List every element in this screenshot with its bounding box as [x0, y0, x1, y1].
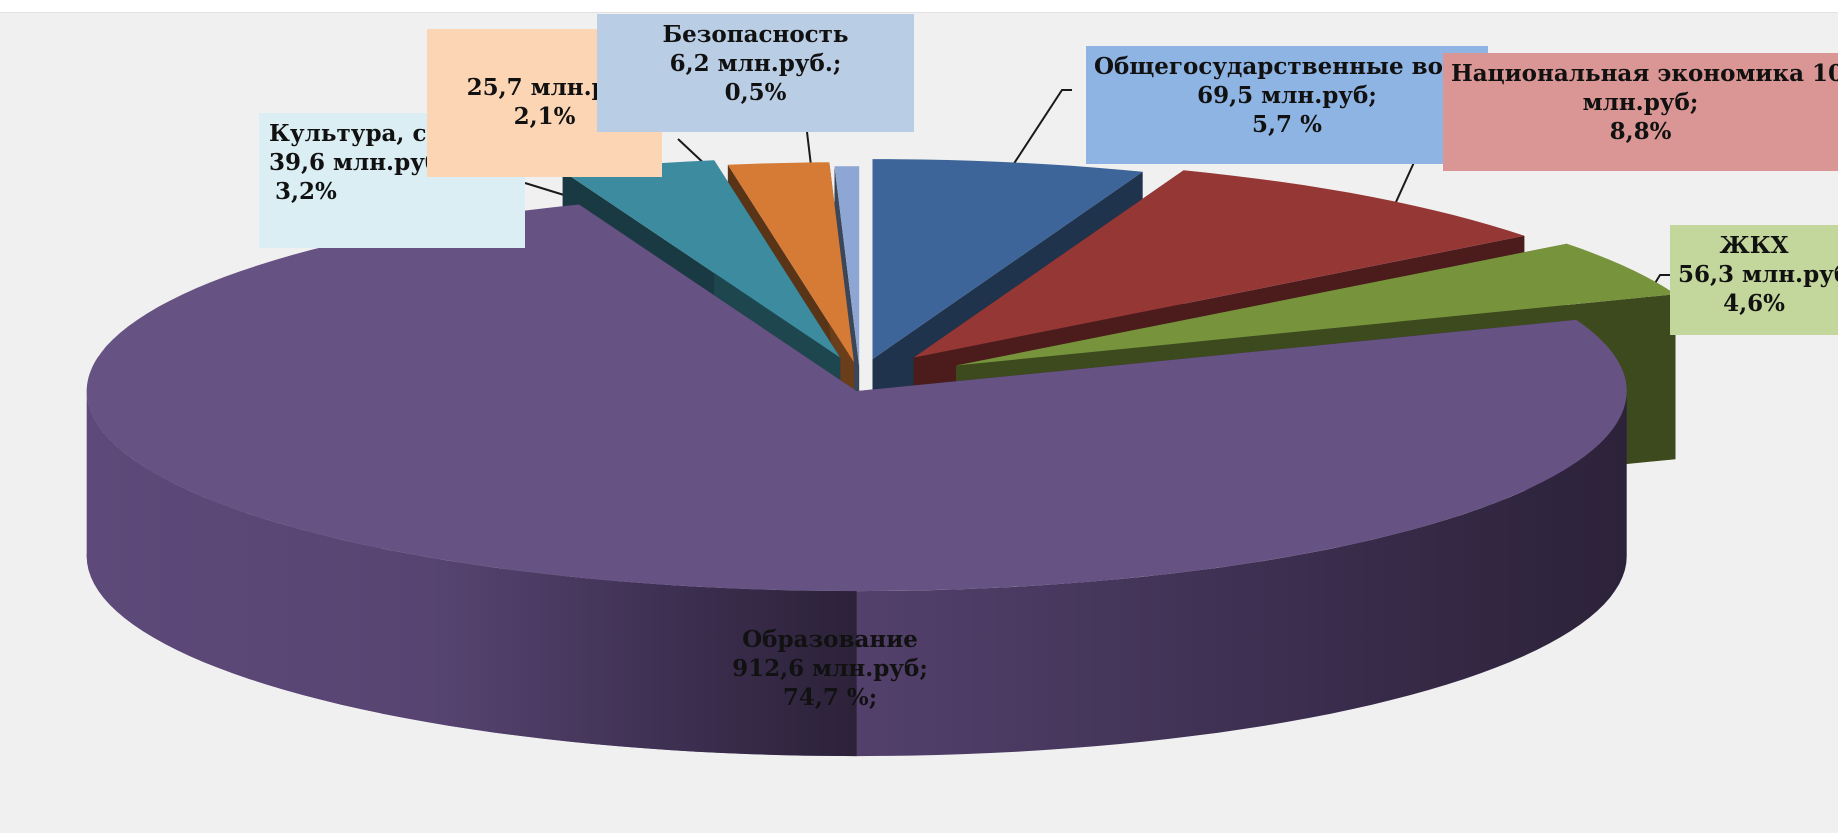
pie-slices [86, 159, 1676, 757]
label-obshchegos-name: Общегосударственные вопро [1094, 53, 1488, 80]
label-nats-ekonomika-name: Национальная экономика 108,1 [1451, 60, 1838, 87]
slice-zhkkh-top [956, 243, 1676, 366]
label-obshchegos-value: 69,5 млн.руб; [1197, 82, 1377, 109]
label-bezopasnost-value: 6,2 млн.руб.; [669, 50, 842, 77]
pie-chart [86, 89, 1676, 757]
label-kultura-value: 39,6 млн.руб; [269, 149, 449, 176]
slice-kultura-top [562, 160, 841, 358]
slice-obrazovanie-outer-wall-left [86, 356, 857, 757]
label-zhkkh-value: 56,3 млн.руб; [1678, 261, 1838, 288]
label-nats-ekonomika-value: млн.руб; [1582, 89, 1699, 116]
chart-area: Общегосударственные вопро 69,5 млн.руб; … [0, 12, 1838, 833]
label-zhkkh: ЖКХ 56,3 млн.руб; 4,6% [1670, 225, 1838, 335]
label-bezopasnost-percent: 0,5% [724, 79, 787, 106]
slice-obrazovanie-top [86, 204, 1627, 591]
label-slice-25-7-percent: 2,1% [513, 103, 576, 130]
label-obshchegos: Общегосударственные вопро 69,5 млн.руб; … [1086, 46, 1488, 164]
label-zhkkh-percent: 4,6% [1723, 290, 1785, 317]
label-obrazovanie-value: 912,6 млн.руб; [732, 655, 928, 682]
slice-bezopasnost-top [834, 166, 860, 367]
label-slice-25-7-value: 25,7 млн.ру [466, 74, 623, 101]
slice-obshchegos-top [872, 159, 1143, 360]
leader-obshchegos [995, 89, 1072, 192]
label-kultura-name: Культура, сп [269, 120, 444, 147]
slice-other-top [727, 162, 854, 363]
slice-nats-ekonomika-top [913, 170, 1525, 358]
label-zhkkh-name: ЖКХ [1719, 232, 1789, 259]
label-bezopasnost: Безопасность 6,2 млн.руб.; 0,5% [597, 14, 914, 132]
label-obshchegos-percent: 5,7 % [1252, 111, 1322, 138]
label-nats-ekonomika: Национальная экономика 108,1 млн.руб; 8,… [1443, 53, 1838, 171]
label-bezopasnost-name: Безопасность [662, 21, 849, 48]
label-nats-ekonomika-percent: 8,8% [1609, 118, 1672, 145]
label-obrazovanie-name: Образование [742, 626, 918, 653]
label-obrazovanie: Образование 912,6 млн.руб; 74,7 %; [700, 619, 960, 723]
label-kultura-percent: 3,2% [275, 178, 337, 205]
label-obrazovanie-percent: 74,7 %; [782, 684, 878, 711]
slice-obrazovanie [86, 204, 1627, 757]
